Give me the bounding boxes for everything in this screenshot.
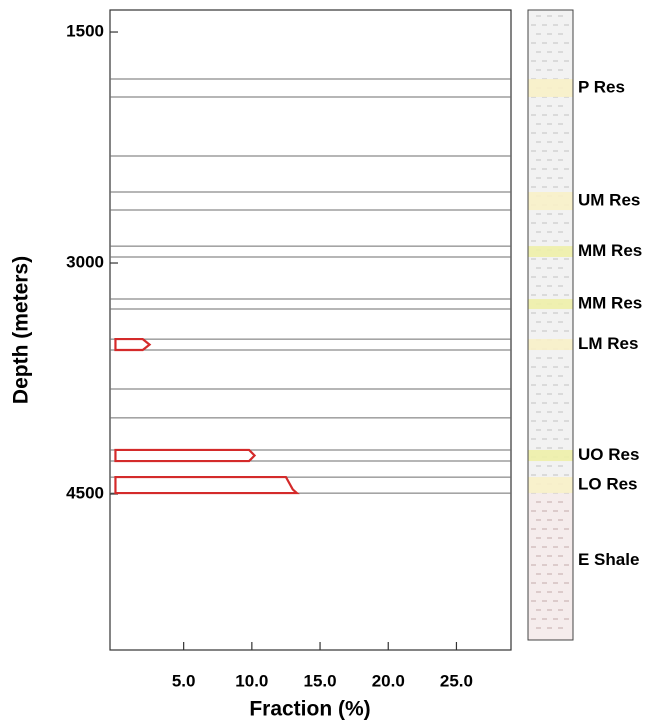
y-axis-title: Depth (meters)	[10, 256, 33, 404]
x-tick-label: 25.0	[440, 671, 473, 690]
x-tick-label: 15.0	[304, 671, 337, 690]
reservoir-zone	[528, 192, 573, 211]
reservoir-zone	[528, 477, 573, 494]
y-tick-label: 4500	[66, 483, 104, 502]
reservoir-zone	[528, 299, 573, 310]
zone-label: UM Res	[578, 191, 640, 210]
x-tick-label: 20.0	[372, 671, 405, 690]
y-tick-label: 1500	[66, 22, 104, 41]
fraction-profile	[114, 337, 152, 352]
x-tick-label: 5.0	[172, 671, 196, 690]
column-frame	[527, 9, 574, 641]
zone-label: MM Res	[578, 294, 642, 313]
fraction-profile	[114, 475, 300, 495]
zone-label: MM Res	[578, 241, 642, 260]
reservoir-zone	[528, 339, 573, 351]
plot-frame	[109, 9, 512, 651]
reservoir-zone	[528, 449, 573, 462]
reservoir-zone	[528, 78, 573, 98]
fraction-profile	[114, 448, 257, 463]
x-tick-label: 10.0	[235, 671, 268, 690]
y-tick-label: 3000	[66, 252, 104, 271]
zone-label: LM Res	[578, 334, 638, 353]
x-axis-title: Fraction (%)	[249, 698, 370, 721]
zone-label: UO Res	[578, 445, 639, 464]
zone-label: E Shale	[578, 550, 639, 569]
zone-label: P Res	[578, 77, 625, 96]
zone-label: LO Res	[578, 475, 638, 494]
shale-zone	[528, 493, 573, 640]
reservoir-zone	[528, 246, 573, 258]
